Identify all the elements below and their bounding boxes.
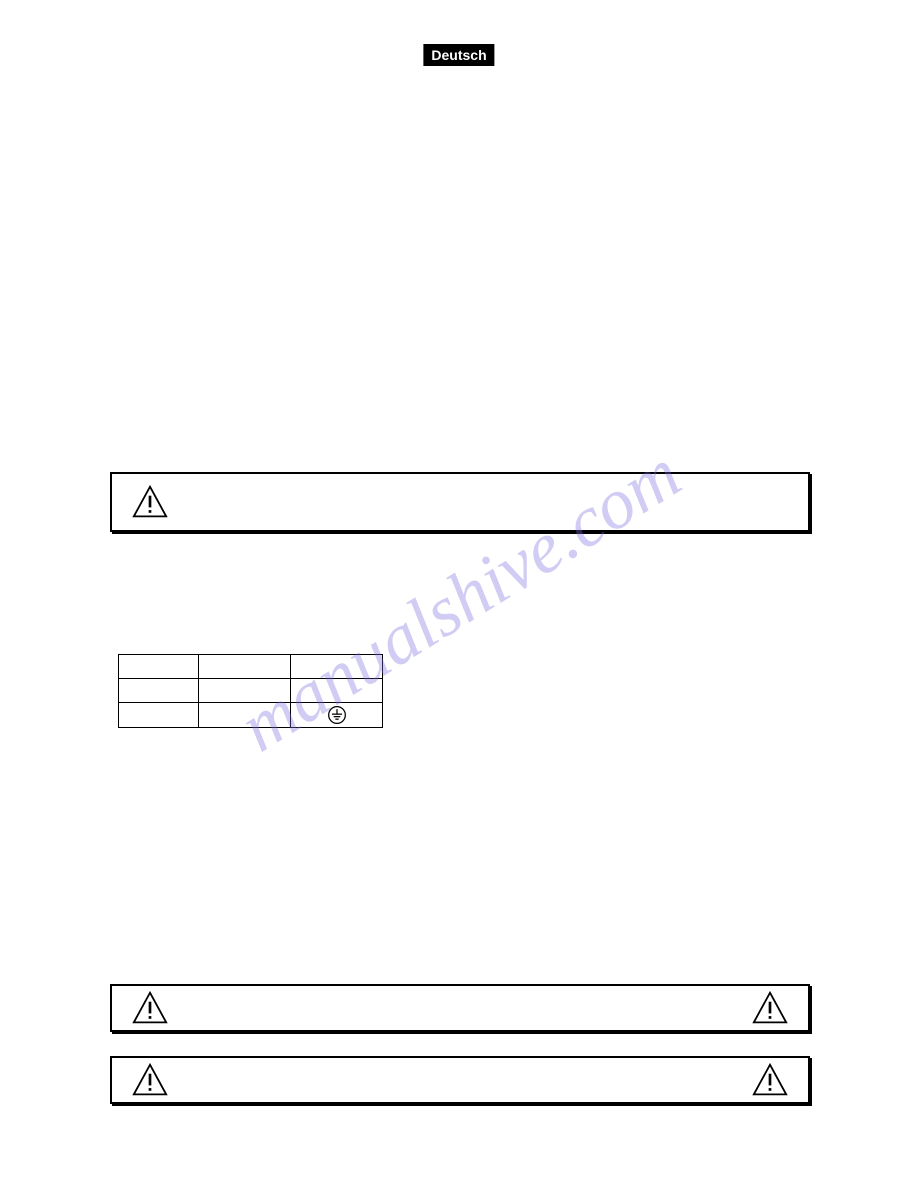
table-row <box>119 703 383 728</box>
watermark: manualshive.com <box>40 193 880 1007</box>
table <box>118 654 383 728</box>
table-cell <box>291 679 383 703</box>
document-page: Deutsch manualshive.com <box>0 0 918 1188</box>
table-cell-ground <box>291 703 383 728</box>
table-cell <box>119 655 199 679</box>
table-row <box>119 655 383 679</box>
language-badge-text: Deutsch <box>431 47 486 63</box>
table-cell <box>199 703 291 728</box>
wiring-table <box>118 654 383 728</box>
language-badge: Deutsch <box>423 44 494 66</box>
earth-ground-icon <box>327 705 347 725</box>
warning-icon <box>132 990 168 1026</box>
table-cell <box>199 655 291 679</box>
warning-box-3 <box>110 1056 810 1104</box>
table-cell <box>291 655 383 679</box>
warning-box-2 <box>110 984 810 1032</box>
warning-box-1 <box>110 472 810 532</box>
table-cell <box>199 679 291 703</box>
table-cell <box>119 703 199 728</box>
warning-icon <box>132 1062 168 1098</box>
warning-icon <box>132 484 168 520</box>
table-cell <box>119 679 199 703</box>
warning-icon <box>752 990 788 1026</box>
warning-icon <box>752 1062 788 1098</box>
table-row <box>119 679 383 703</box>
